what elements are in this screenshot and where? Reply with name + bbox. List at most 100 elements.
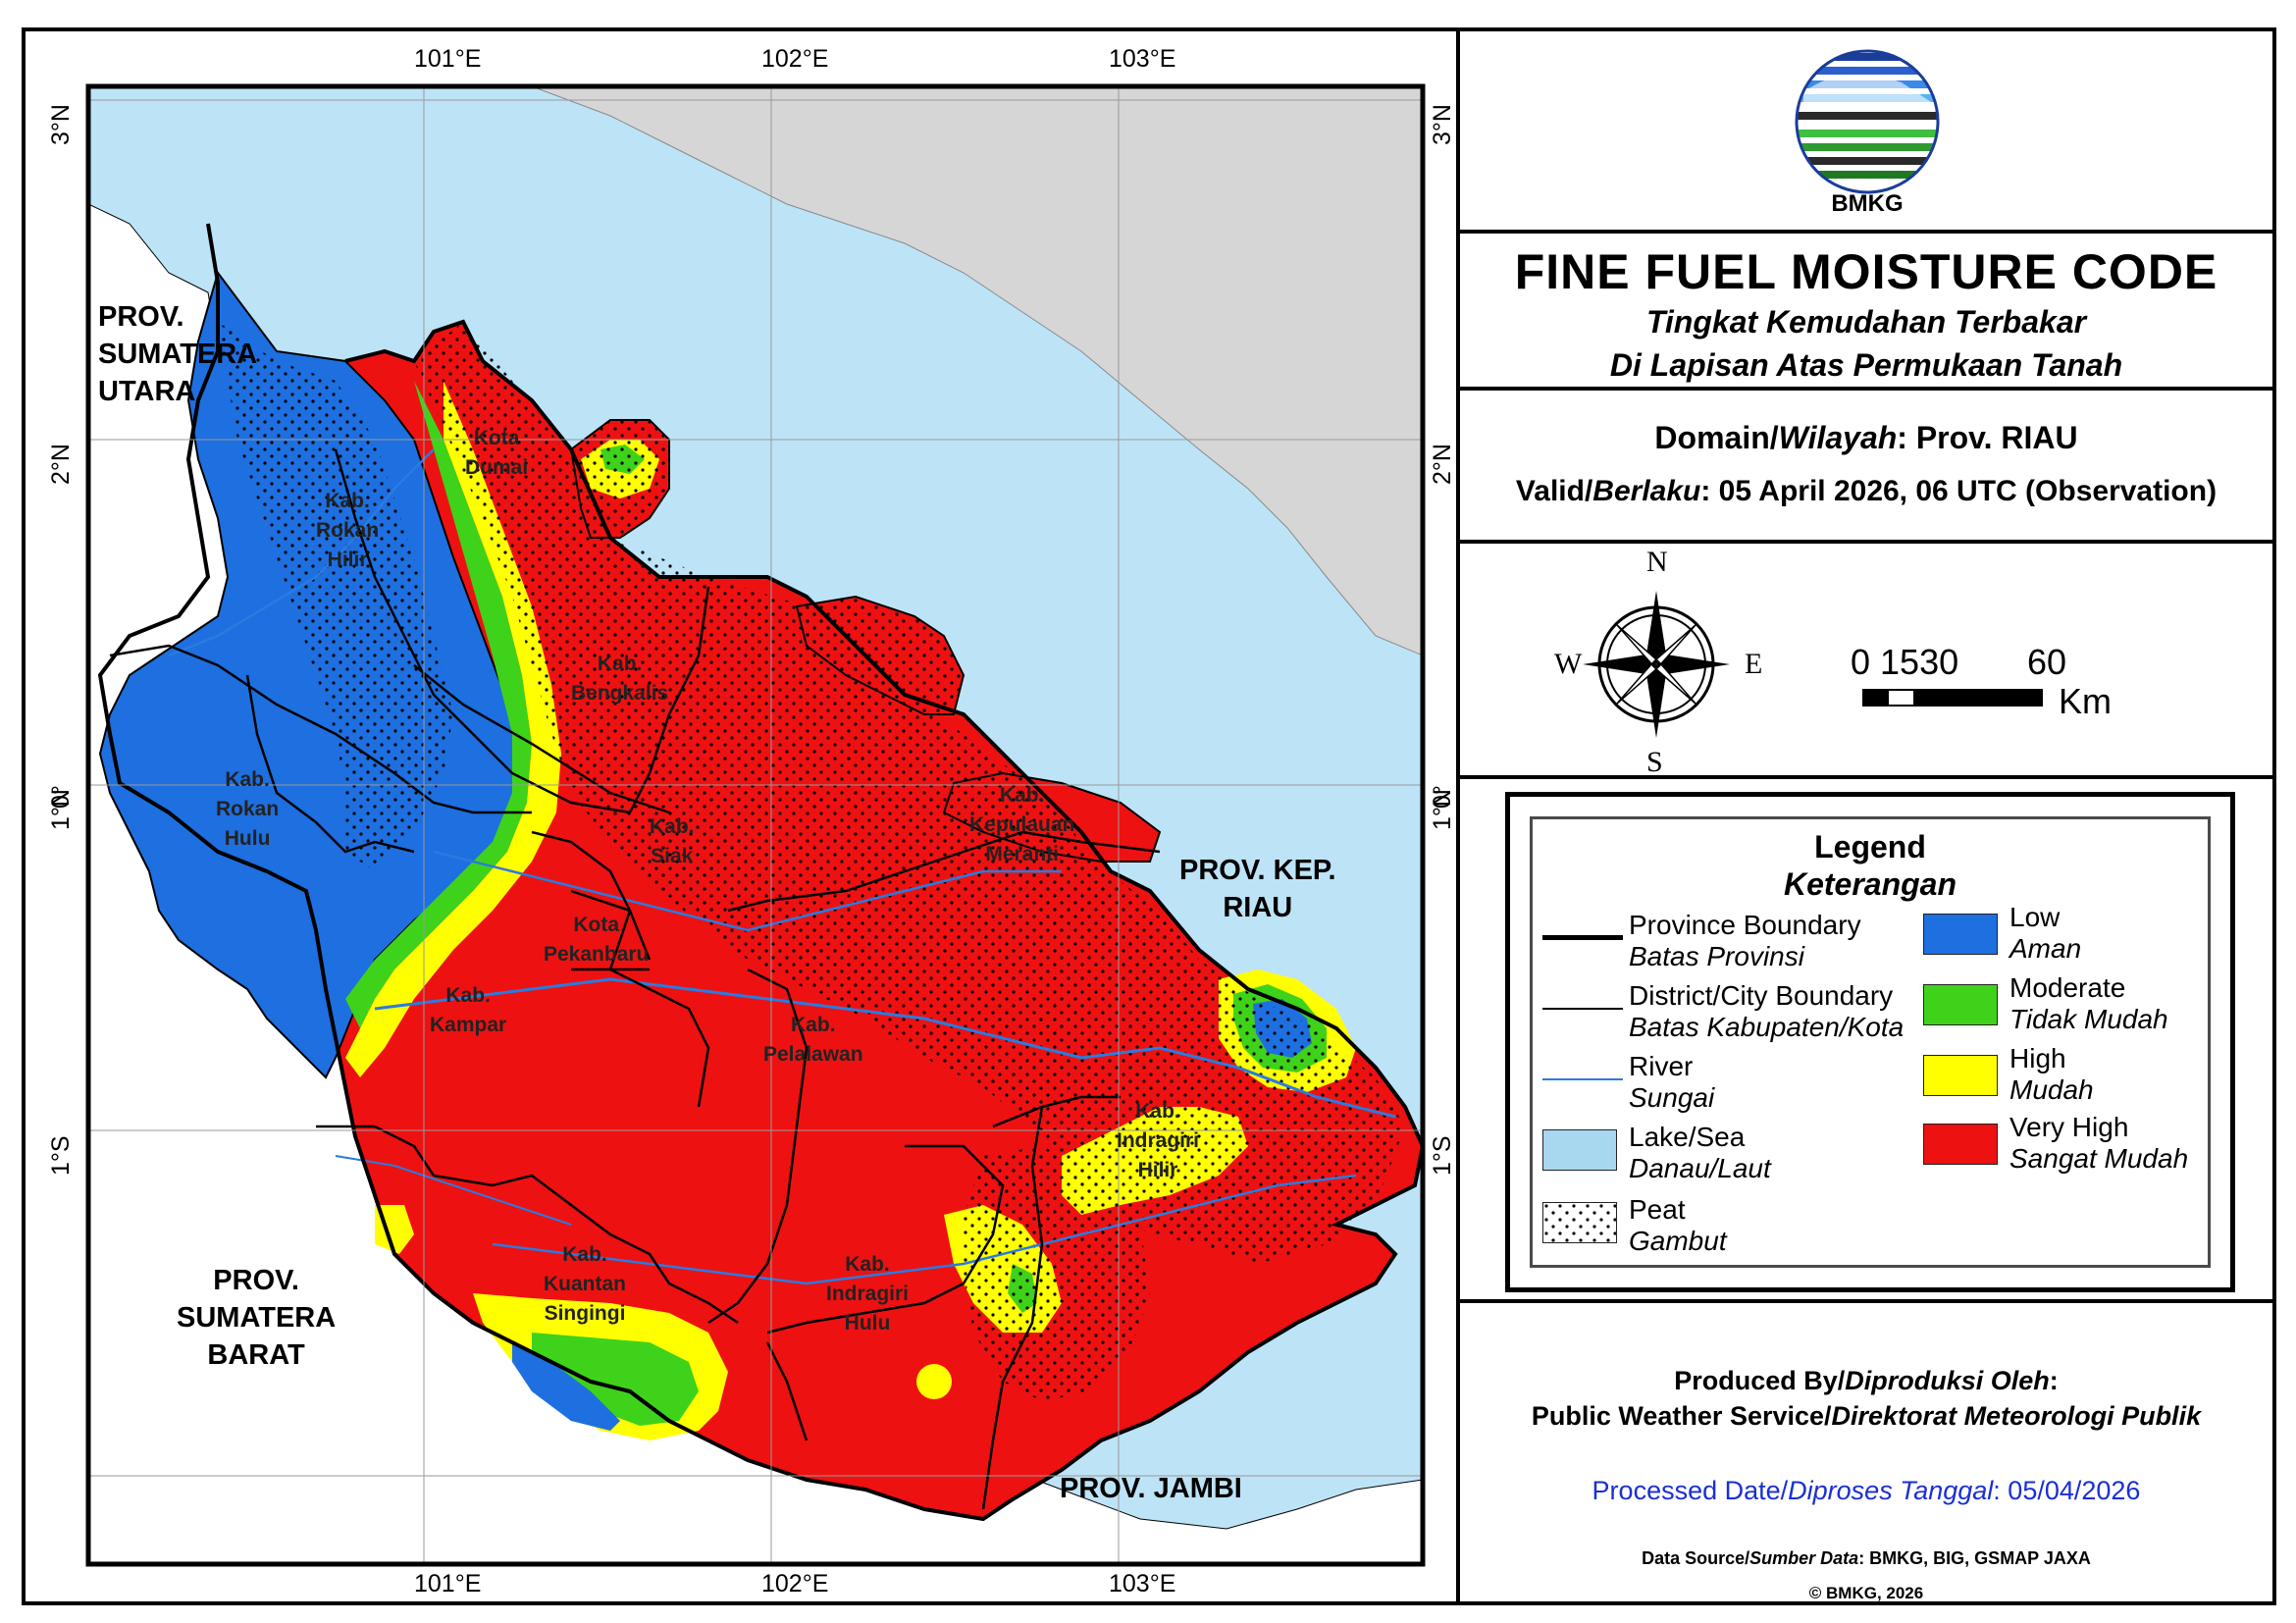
legend-district-id: Batas Kabupaten/Kota bbox=[1629, 1012, 1905, 1042]
west-high-spot bbox=[375, 1205, 414, 1254]
legend-very-high-en: Very High bbox=[2009, 1112, 2129, 1142]
producer-label-id: Diproduksi Oleh bbox=[1845, 1366, 2050, 1395]
district-label-meranti: Kab. Kepulauan Meranti bbox=[969, 784, 1075, 865]
river-indragiri bbox=[492, 1174, 1357, 1285]
legend-moderate-en: Moderate bbox=[2009, 972, 2126, 1003]
legend-high-en: High bbox=[2009, 1043, 2066, 1073]
lat-tick-right-2n: 2°N bbox=[1429, 444, 1456, 485]
district-label-siak: Kab. Siak bbox=[650, 815, 695, 867]
producer-section: Produced By/Diproduksi Oleh: Public Weat… bbox=[1460, 1303, 2272, 1602]
compass-e: E bbox=[1745, 648, 1763, 680]
legend-peat-swatch bbox=[1542, 1202, 1617, 1243]
district-boundaries bbox=[109, 448, 1161, 1510]
map-title: FINE FUEL MOISTURE CODE bbox=[1514, 244, 2218, 299]
kuansing-moderate bbox=[532, 1333, 699, 1426]
map-border bbox=[85, 83, 1426, 1567]
legend-box: Legend Keterangan Province Boundary Bata… bbox=[1505, 792, 2235, 1292]
scale-labels: 0 1530 bbox=[1851, 642, 1959, 682]
province-label-kepri: PROV. KEP. RIAU bbox=[1179, 855, 1336, 923]
legend-province-line bbox=[1542, 935, 1623, 940]
legend-very-high-id: Sangat Mudah bbox=[2009, 1143, 2189, 1174]
panel-divider bbox=[1456, 27, 1460, 1605]
peat-inhu bbox=[964, 1146, 1150, 1401]
legend-lake-id: Danau/Laut bbox=[1629, 1153, 1771, 1183]
malaysia-land bbox=[531, 86, 1423, 656]
logo-text: BMKG bbox=[1831, 190, 1904, 217]
producer-value-id: Direktorat Meteorologi Publik bbox=[1831, 1401, 2202, 1431]
legend-low-id: Aman bbox=[2009, 933, 2082, 964]
domain-section: Domain/Wilayah: Prov. RIAU Valid/Berlaku… bbox=[1460, 391, 2272, 544]
lat-tick-left-1s: 1°S bbox=[47, 1135, 75, 1176]
data-source: Data Source/Sumber Data: BMKG, BIG, GSMA… bbox=[1460, 1548, 2272, 1569]
rokan-low bbox=[98, 270, 524, 1079]
processed-value: : 05/04/2026 bbox=[1993, 1476, 2141, 1505]
lat-tick-left-2n: 2°N bbox=[47, 444, 75, 485]
inhu-high-spot bbox=[916, 1364, 952, 1399]
province-boundary bbox=[97, 223, 1423, 1522]
lon-tick-top-101: 101°E bbox=[414, 45, 482, 73]
district-label-indragiri-hulu: Kab. Indragiri Hulu bbox=[826, 1253, 910, 1335]
district-label-kuantan-singingi: Kab. Kuantan Singingi bbox=[544, 1243, 626, 1325]
lat-tick-left-0: 0° bbox=[47, 785, 75, 809]
lat-tick-right-3n: 3°N bbox=[1429, 104, 1456, 145]
domain-value: : Prov. RIAU bbox=[1897, 420, 2078, 455]
producer-value-en: Public Weather Service/ bbox=[1531, 1401, 1832, 1431]
district-label-rokan-hilir: Kab. Rokan Hilir bbox=[316, 490, 380, 571]
legend-high-swatch bbox=[1923, 1055, 1998, 1096]
lon-tick-top-102: 102°E bbox=[761, 45, 829, 73]
title-section: FINE FUEL MOISTURE CODE Tingkat Kemudaha… bbox=[1460, 234, 2272, 391]
legend-lake-swatch bbox=[1542, 1129, 1617, 1171]
district-label-kampar: Kab. Kampar bbox=[430, 984, 507, 1036]
valid-label-id: Berlaku bbox=[1592, 475, 1701, 507]
lon-tick-bottom-101: 101°E bbox=[414, 1570, 482, 1597]
river-kampar bbox=[374, 977, 1396, 1119]
legend-very-high-swatch bbox=[1923, 1124, 1998, 1165]
legend-river-line bbox=[1542, 1078, 1623, 1080]
domain-label-id: Wilayah bbox=[1778, 420, 1898, 455]
legend-moderate-swatch bbox=[1923, 984, 1998, 1025]
compass-scale-section: N S W E 0 1530 60 Km bbox=[1460, 544, 2272, 779]
district-label-bengkalis: Kab. Bengkalis bbox=[571, 653, 669, 705]
valid-label-en: Valid/ bbox=[1515, 475, 1593, 507]
province-label-sumbar: PROV. SUMATERA BARAT bbox=[177, 1265, 337, 1371]
compass-w: W bbox=[1554, 648, 1583, 680]
province-label-sumut: PROV. SUMATERA UTARA bbox=[98, 301, 258, 407]
map-panel: 101°E 102°E 103°E 101°E 102°E 103°E 3°N … bbox=[22, 27, 1460, 1605]
processed-date: Processed Date/Diproses Tanggal: 05/04/2… bbox=[1460, 1476, 2272, 1506]
valid-value: : 05 April 2026, 06 UTC (Observation) bbox=[1700, 475, 2218, 507]
river-kuantan bbox=[335, 1155, 572, 1226]
legend-title-id: Keterangan bbox=[1783, 866, 1957, 902]
compass-n: N bbox=[1646, 546, 1668, 578]
legend-low-en: Low bbox=[2009, 902, 2061, 932]
domain-label-en: Domain/ bbox=[1654, 420, 1779, 455]
scale-unit: Km bbox=[2059, 681, 2112, 721]
outer-frame bbox=[22, 27, 2276, 1605]
legend-low-swatch bbox=[1923, 914, 1998, 955]
map-svg bbox=[85, 83, 1426, 1567]
district-label-indragiri-hilir: Kab. Indragiri Hilir bbox=[1117, 1100, 1200, 1181]
lat-tick-right-0: 0° bbox=[1429, 785, 1456, 809]
info-panel: BMKG FINE FUEL MOISTURE CODE Tingkat Kem… bbox=[1460, 31, 2272, 1602]
domain-line: Domain/Wilayah: Prov. RIAU bbox=[1460, 420, 2272, 456]
legend-peat-id: Gambut bbox=[1629, 1226, 1727, 1256]
legend-high-id: Mudah bbox=[2009, 1074, 2094, 1105]
scale-end: 60 bbox=[2027, 642, 2067, 682]
lat-tick-right-1s: 1°S bbox=[1429, 1135, 1456, 1176]
district-label-pelalawan: Kab. Pelalawan bbox=[763, 1014, 863, 1066]
producer-label: Produced By/Diproduksi Oleh: bbox=[1460, 1366, 2272, 1396]
producer-label-en: Produced By/ bbox=[1674, 1366, 1846, 1395]
source-value: : BMKG, BIG, GSMAP JAXA bbox=[1858, 1548, 2091, 1568]
legend-district-line bbox=[1542, 1008, 1623, 1010]
rokan-moderate-band bbox=[345, 381, 532, 1028]
lon-tick-bottom-103: 103°E bbox=[1109, 1570, 1176, 1597]
legend-moderate-id: Tidak Mudah bbox=[2009, 1004, 2168, 1034]
district-label-rokan-hulu: Kab. Rokan Hulu bbox=[216, 768, 280, 850]
legend-lake-en: Lake/Sea bbox=[1629, 1122, 1746, 1152]
scale-bar bbox=[1862, 689, 2043, 707]
district-label-dumai: Kota Dumai bbox=[465, 427, 529, 479]
legend-inner: Legend Keterangan Province Boundary Bata… bbox=[1530, 816, 2211, 1268]
lon-tick-bottom-102: 102°E bbox=[761, 1570, 829, 1597]
legend-section bbox=[1460, 779, 2272, 1303]
river-siak bbox=[433, 850, 1062, 932]
producer-colon: : bbox=[2049, 1366, 2059, 1395]
